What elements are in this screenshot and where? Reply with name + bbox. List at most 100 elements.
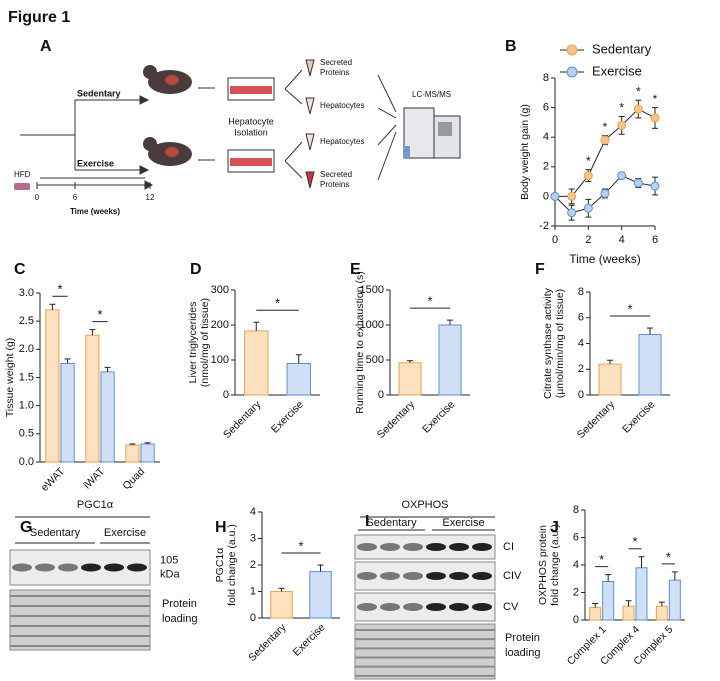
y-axis-label: (µmol/min/mg of tissue)	[554, 289, 566, 398]
x-tick-label: 0	[552, 234, 558, 246]
x-axis-label: Time (weeks)	[569, 252, 641, 266]
band-lane	[58, 563, 78, 572]
loading-label: loading	[505, 647, 540, 659]
bar	[398, 362, 422, 396]
significance: *	[586, 154, 591, 168]
significance: *	[619, 101, 624, 115]
y-tick-label: 300	[211, 284, 229, 296]
data-point	[617, 171, 627, 181]
bar	[668, 579, 681, 621]
band-lane	[472, 603, 492, 611]
significance: *	[627, 301, 632, 316]
band-lane	[472, 572, 492, 580]
significance: *	[636, 84, 641, 98]
blot-group: Sedentary	[30, 527, 81, 539]
panel-label: H	[215, 519, 227, 536]
loading-blot	[9, 589, 151, 651]
blot-band	[354, 534, 496, 560]
blot-band	[354, 592, 496, 622]
isolation-label: Hepatocyte	[228, 116, 274, 126]
blot-title: PGC1α	[77, 499, 114, 511]
bar	[125, 444, 140, 463]
loading-label: Protein	[162, 598, 197, 610]
band-lane	[426, 603, 446, 611]
y-tick-label: 6	[543, 102, 549, 114]
y-tick-label: 6	[573, 531, 579, 543]
x-tick-label: 2	[585, 234, 591, 246]
y-axis-label: fold change (a.u.)	[549, 524, 561, 606]
x-tick-label: Exercise	[291, 621, 328, 658]
legend-marker	[566, 66, 578, 78]
panel-label: G	[20, 519, 32, 536]
x-tick-label: Sedentary	[246, 621, 289, 664]
data-point	[633, 104, 643, 114]
y-axis-label: Citrate synthase activity	[542, 287, 554, 399]
y-tick-label: 0	[573, 614, 579, 626]
y-tick-label: 2.5	[19, 315, 34, 327]
method-label: LC-MS/MS	[412, 90, 451, 99]
blot-group: Sedentary	[366, 517, 417, 529]
legend-marker	[566, 44, 578, 56]
band-lane	[357, 603, 377, 611]
y-tick-label: 500	[366, 354, 384, 366]
y-tick-label: 0.0	[19, 456, 34, 468]
y-tick-label: 4	[543, 131, 549, 143]
loading-blot	[354, 623, 496, 680]
blot-band	[354, 561, 496, 591]
significance: *	[97, 307, 102, 322]
timeline-tick: 0	[35, 193, 40, 202]
diet-label: HFD	[14, 170, 31, 179]
panel-label: B	[505, 38, 517, 55]
data-point	[650, 113, 660, 123]
y-tick-label: 1.5	[19, 371, 34, 383]
significance: *	[653, 92, 658, 106]
diagram-shapes	[14, 59, 461, 190]
x-tick-label: Sedentary	[375, 398, 418, 441]
y-tick-label: 2	[573, 586, 579, 598]
sample-label: Proteins	[320, 180, 349, 189]
significance: *	[666, 549, 671, 564]
y-tick-label: 0	[250, 612, 256, 624]
data-point	[550, 191, 560, 201]
y-tick-label: 1500	[360, 284, 384, 296]
y-tick-label: 0	[378, 389, 384, 401]
panel-label: A	[40, 38, 52, 55]
band-label: CV	[503, 601, 519, 613]
bar	[602, 581, 615, 621]
blot-group: Exercise	[442, 517, 484, 529]
band-lane	[449, 603, 469, 611]
bar	[655, 605, 668, 621]
band-lane	[357, 543, 377, 551]
data-point	[583, 171, 593, 181]
data-point	[633, 178, 643, 188]
band-lane	[403, 603, 423, 611]
loading-label: Protein	[505, 632, 540, 644]
panel-label: J	[550, 519, 559, 536]
panel-label: D	[190, 261, 202, 278]
bar	[45, 309, 60, 463]
bar	[100, 371, 115, 463]
blot-band	[9, 549, 151, 586]
band-lane	[380, 543, 400, 551]
data-point	[567, 191, 577, 201]
x-tick-label: Sedentary	[575, 398, 618, 441]
y-tick-label: -2	[539, 220, 549, 232]
y-tick-label: 2	[578, 363, 584, 375]
y-tick-label: 0	[543, 190, 549, 202]
y-tick-label: 2	[250, 559, 256, 571]
bar	[598, 363, 622, 396]
significance: *	[298, 538, 303, 553]
y-tick-label: 1000	[360, 319, 384, 331]
y-tick-label: 2	[543, 161, 549, 173]
y-axis-label: Body weight gain (g)	[519, 104, 531, 200]
x-tick-label: iWAT	[81, 465, 107, 491]
y-tick-label: 8	[573, 504, 579, 516]
y-tick-label: 100	[211, 354, 229, 366]
data-point	[617, 120, 627, 130]
band-lane	[472, 543, 492, 551]
y-tick-label: 1	[250, 585, 256, 597]
band-lane	[35, 563, 55, 572]
y-tick-label: 3	[250, 532, 256, 544]
panel-label: F	[535, 261, 545, 278]
significance: *	[603, 120, 608, 134]
